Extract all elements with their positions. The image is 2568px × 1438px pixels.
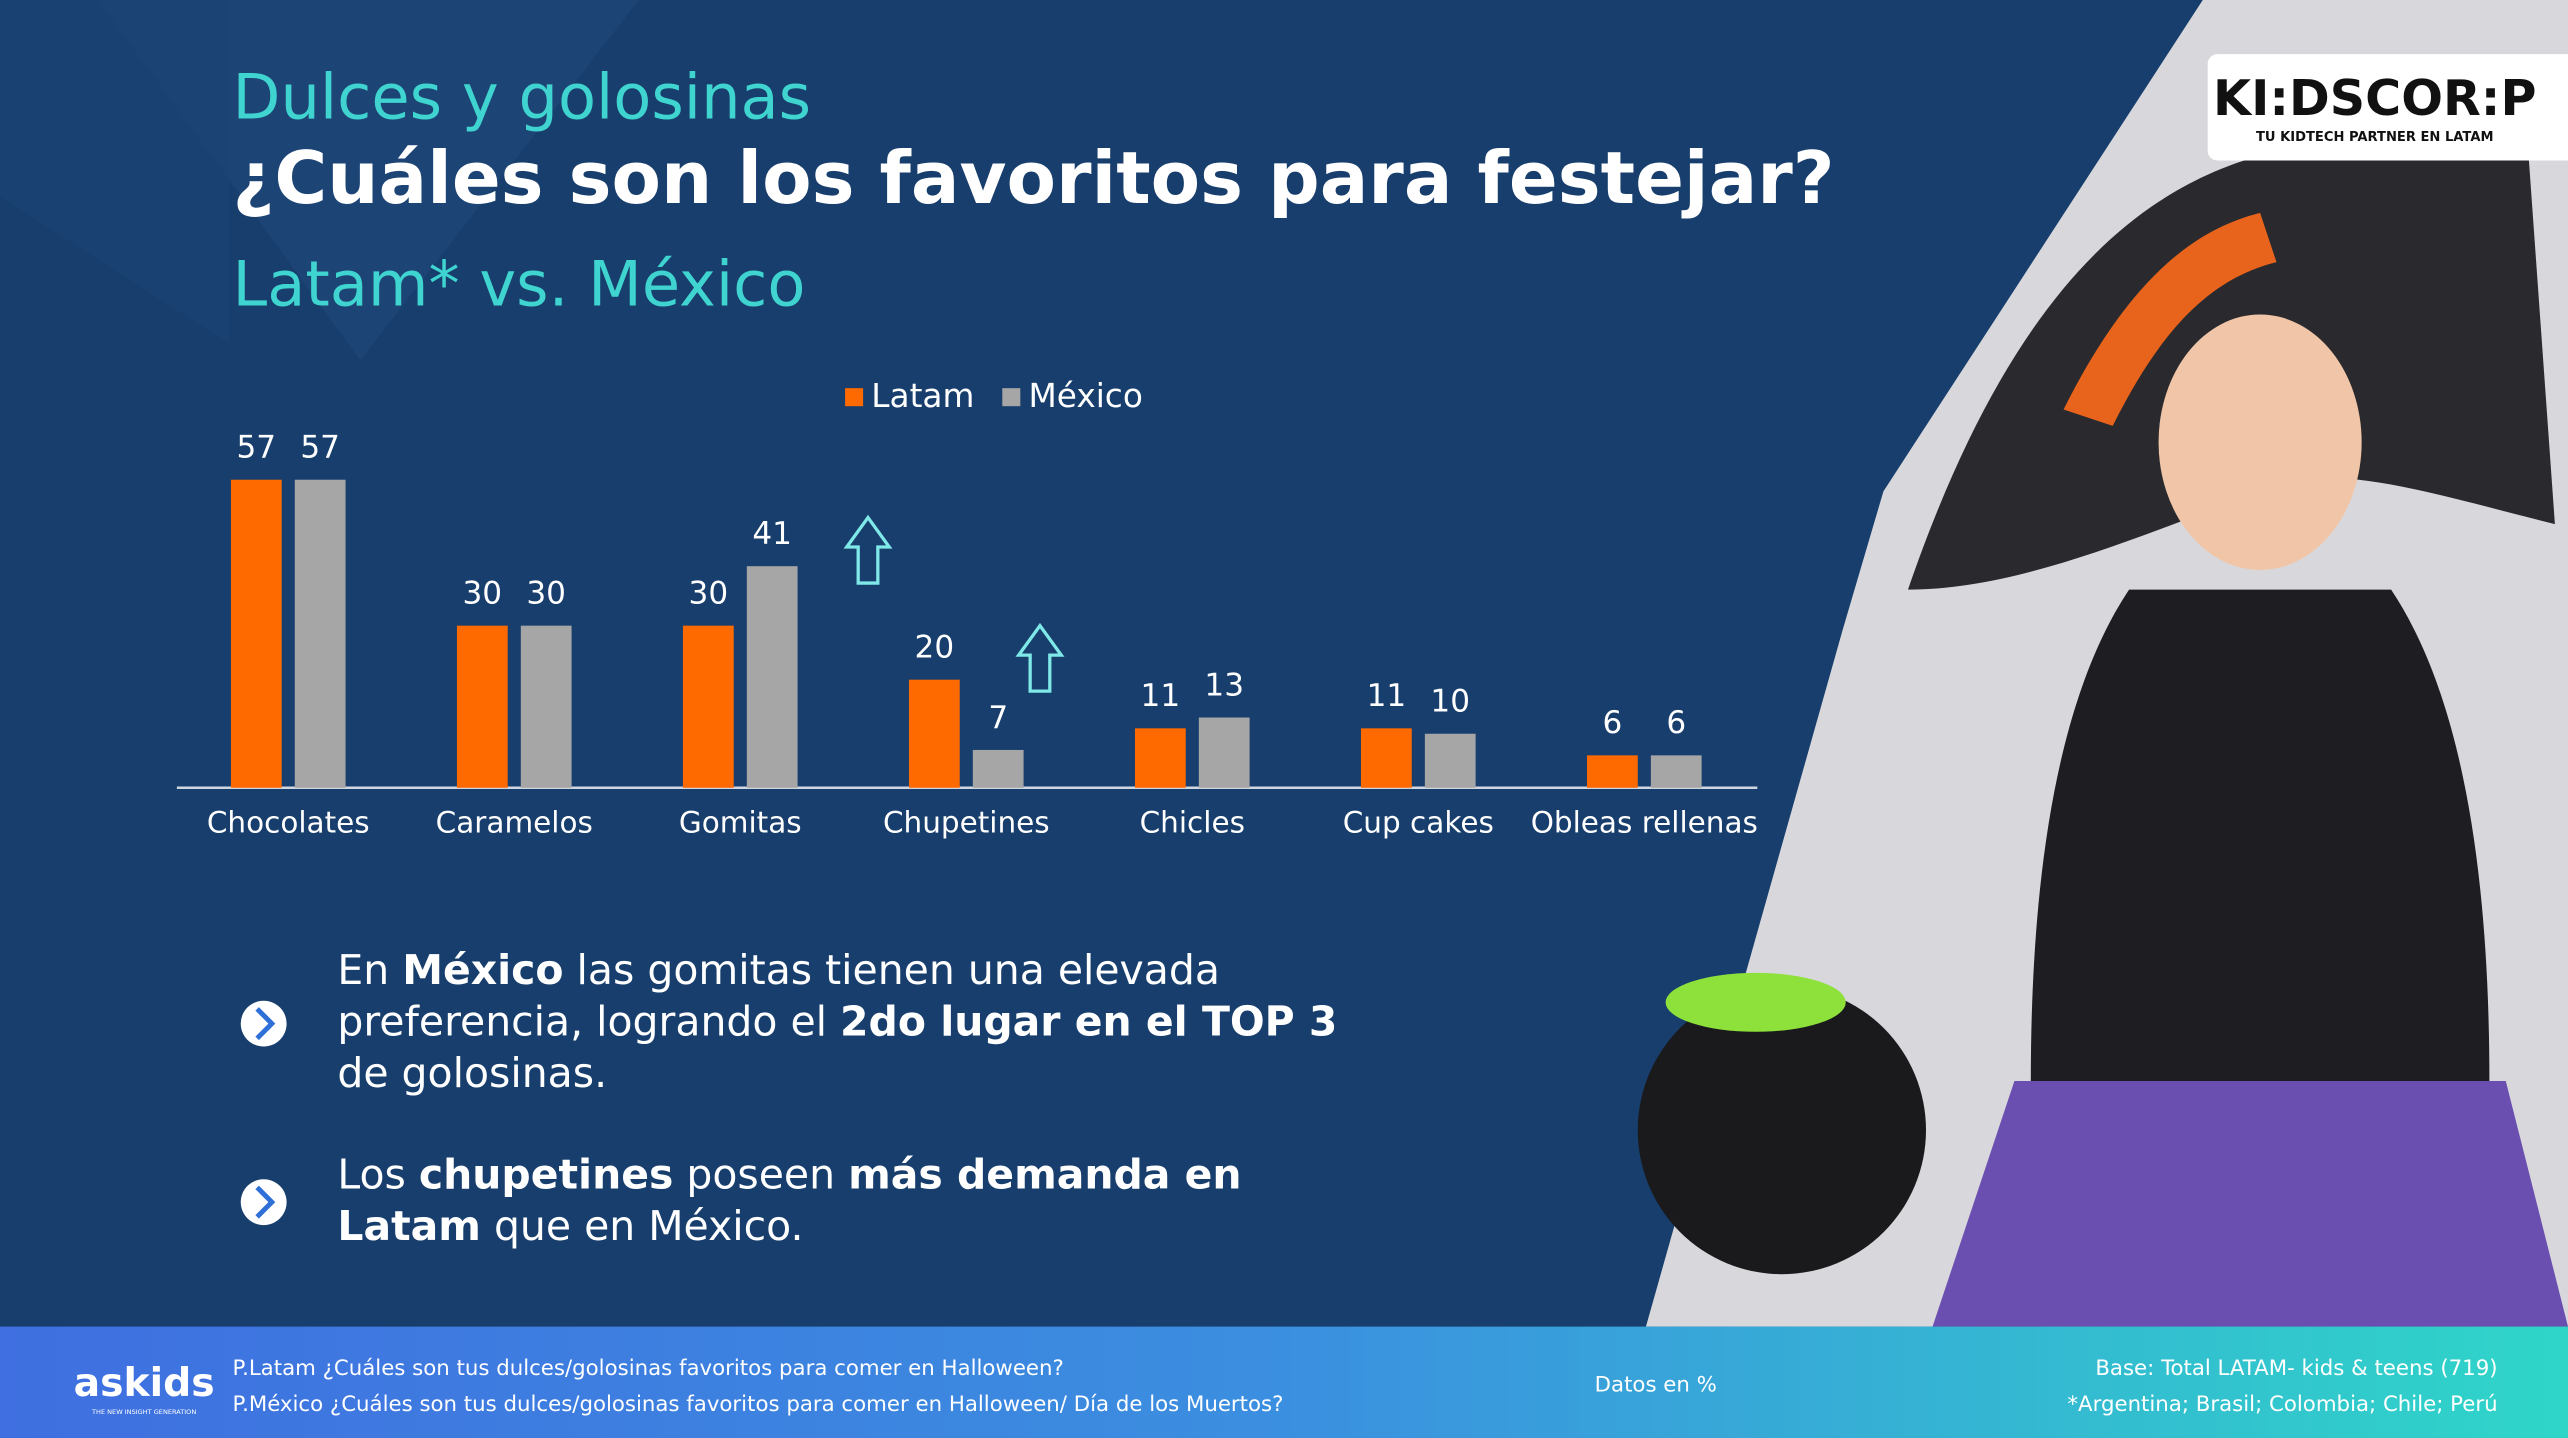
footer-units: Datos en % — [1595, 1373, 1717, 1398]
bullet-segment: poseen — [673, 1151, 848, 1199]
bullet-text: preferencia, logrando el 2do lugar en el… — [337, 997, 1337, 1045]
footer-base: *Argentina; Brasil; Colombia; Chile; Per… — [2067, 1392, 2497, 1417]
x-tick-label: Obleas rellenas — [1531, 805, 1758, 839]
brand-logo: KI:DSCOR:P — [2213, 69, 2536, 127]
bullet-text: de golosinas. — [337, 1049, 607, 1097]
bullet-chevron — [255, 1185, 276, 1219]
heading: ¿Cuáles son los favoritos para festejar? — [233, 136, 1835, 220]
bullet-segment: En — [337, 946, 402, 994]
bar — [746, 566, 798, 788]
bullet-chevron — [255, 1007, 276, 1041]
bar — [908, 679, 960, 788]
bar — [520, 625, 572, 788]
data-label: 57 — [300, 430, 340, 466]
data-label: 30 — [463, 576, 503, 612]
bar — [682, 625, 734, 788]
data-label: 20 — [915, 630, 955, 666]
bar — [1650, 755, 1702, 788]
data-label: 57 — [237, 430, 277, 466]
face — [2158, 314, 2362, 570]
dress-skirt — [1932, 1080, 2568, 1327]
bar — [230, 479, 282, 788]
bullet-segment: Latam — [337, 1202, 481, 1250]
title: Dulces y golosinas — [233, 61, 812, 134]
legend-swatch — [1002, 388, 1021, 407]
data-label: 13 — [1204, 667, 1244, 703]
bullet-segment: de golosinas. — [337, 1049, 607, 1097]
legend-label: México — [1029, 377, 1143, 415]
data-label: 11 — [1367, 678, 1407, 714]
data-label: 7 — [988, 700, 1008, 736]
bullet-text: Latam que en México. — [337, 1202, 803, 1250]
legend-swatch — [845, 388, 864, 407]
footer-question: P.Latam ¿Cuáles son tus dulces/golosinas… — [233, 1356, 1064, 1381]
x-tick-label: Chocolates — [207, 805, 370, 839]
decor — [98, 0, 639, 361]
bullet-icon — [240, 1179, 287, 1226]
footer — [0, 1326, 2568, 1438]
x-tick-label: Caramelos — [436, 805, 593, 839]
bar — [456, 625, 508, 788]
bullet-segment: México — [402, 946, 563, 994]
bar — [972, 749, 1024, 788]
data-label: 30 — [526, 576, 566, 612]
bullet-segment: las gomitas tienen una elevada — [564, 946, 1220, 994]
footer-logo-tagline: THE NEW INSIGHT GENERATION — [91, 1408, 196, 1416]
bar — [1134, 728, 1186, 788]
data-label: 6 — [1602, 705, 1622, 741]
bullet-icon — [240, 1000, 287, 1047]
data-label: 6 — [1666, 705, 1686, 741]
x-tick-label: Gomitas — [679, 805, 802, 839]
bullet-text: Los chupetines poseen más demanda en — [337, 1151, 1241, 1199]
bullet-segment: que en México. — [481, 1202, 804, 1250]
dress-top — [2030, 589, 2490, 1081]
bullet-segment: preferencia, logrando el — [337, 997, 840, 1045]
legend-label: Latam — [871, 377, 974, 415]
decor — [0, 0, 230, 344]
data-label: 30 — [689, 576, 729, 612]
hat-band — [2063, 212, 2277, 426]
bullet-segment: chupetines — [419, 1151, 674, 1199]
footer-base: Base: Total LATAM- kids & teens (719) — [2095, 1356, 2497, 1381]
up-arrow — [1015, 622, 1065, 693]
bar — [1586, 755, 1638, 788]
data-label: 41 — [752, 516, 792, 552]
x-tick-label: Chicles — [1140, 805, 1245, 839]
potion — [1665, 972, 1846, 1032]
bullet-segment: 2do lugar en el TOP 3 — [840, 997, 1337, 1045]
data-label: 10 — [1430, 684, 1470, 720]
bar — [1424, 733, 1476, 788]
footer-question: P.México ¿Cuáles son tus dulces/golosina… — [233, 1392, 1284, 1417]
up-arrow — [843, 514, 893, 585]
bar — [1360, 728, 1412, 788]
bullet-text: En México las gomitas tienen una elevada — [337, 946, 1220, 994]
brand-tagline: TU KIDTECH PARTNER EN LATAM — [2256, 130, 2494, 145]
subtitle: Latam* vs. México — [233, 247, 806, 320]
bullet-segment: más demanda en — [848, 1151, 1241, 1199]
footer-logo: askids — [74, 1361, 215, 1406]
bullet-segment: Los — [337, 1151, 418, 1199]
brand-box — [2207, 54, 2568, 161]
x-tick-label: Chupetines — [883, 805, 1050, 839]
cauldron — [1637, 985, 1926, 1275]
x-tick-label: Cup cakes — [1343, 805, 1494, 839]
data-label: 11 — [1141, 678, 1181, 714]
bar — [1198, 717, 1250, 788]
bar — [294, 479, 346, 788]
